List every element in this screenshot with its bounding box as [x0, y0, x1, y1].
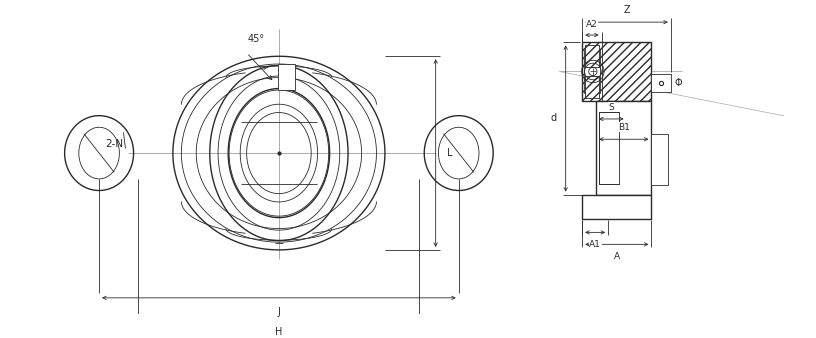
Bar [584, 50, 600, 93]
Text: A: A [614, 252, 620, 261]
Bar [278, 64, 295, 90]
Text: B1: B1 [618, 123, 630, 132]
Text: L: L [446, 148, 452, 158]
Bar [651, 74, 671, 92]
Text: Z: Z [623, 5, 630, 15]
Bar [585, 45, 599, 67]
Text: A1: A1 [589, 240, 601, 249]
Text: S: S [609, 103, 614, 112]
Bar [585, 45, 599, 67]
Text: 2-N: 2-N [105, 139, 124, 149]
Bar [651, 134, 668, 185]
Text: d: d [550, 114, 557, 123]
Bar [585, 76, 599, 98]
Bar [596, 100, 651, 195]
Bar [583, 43, 651, 100]
Bar [599, 112, 619, 184]
Text: A2: A2 [586, 20, 598, 29]
Text: 45°: 45° [247, 34, 264, 44]
Text: J: J [277, 307, 281, 317]
Text: Φ: Φ [675, 78, 682, 88]
Text: H: H [275, 327, 282, 337]
Bar [583, 43, 651, 100]
Bar [585, 76, 599, 98]
Bar [583, 195, 651, 219]
